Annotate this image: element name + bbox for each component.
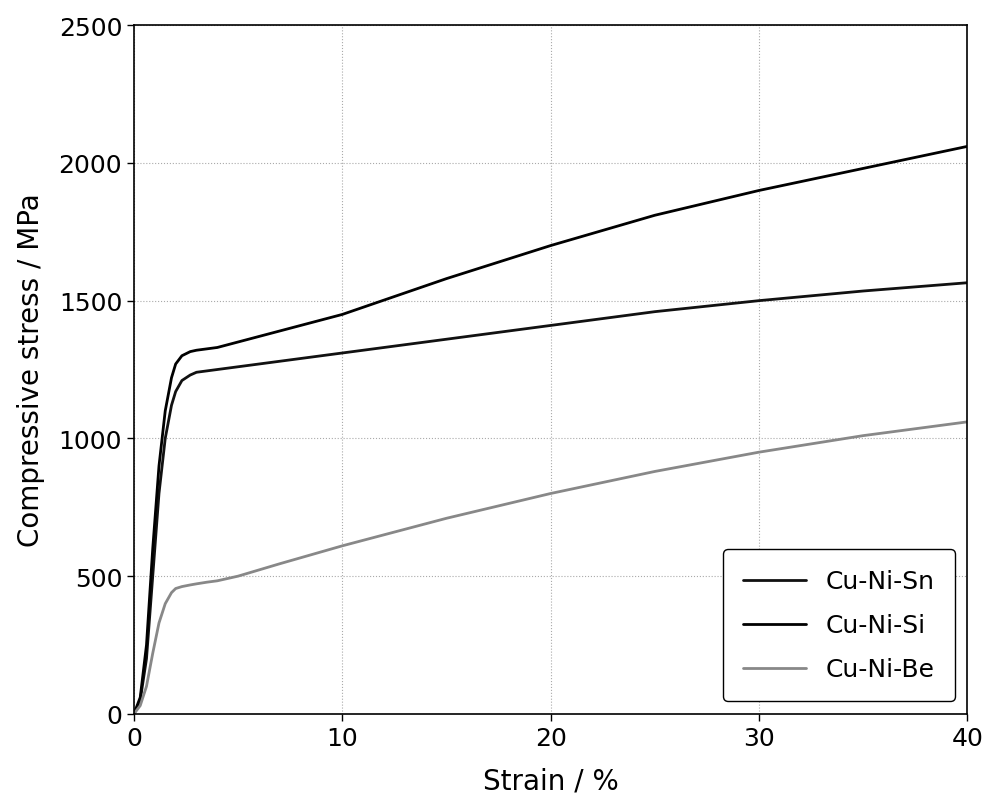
Cu-Ni-Si <box>159 406 171 416</box>
Cu-Ni-Sn <box>128 709 140 719</box>
Cu-Ni-Si <box>649 211 661 221</box>
Cu-Ni-Si <box>545 242 557 251</box>
Cu-Ni-Be <box>441 513 453 523</box>
Cu-Ni-Si <box>153 461 165 471</box>
Cu-Ni-Sn <box>441 335 453 345</box>
Cu-Ni-Si <box>134 693 146 702</box>
Cu-Ni-Be <box>232 572 244 581</box>
Cu-Ni-Be <box>165 588 177 598</box>
Cu-Ni-Sn <box>165 401 177 410</box>
Cu-Ni-Si <box>857 165 869 174</box>
Cu-Ni-Sn <box>170 387 182 397</box>
Cu-Ni-Be <box>961 418 973 427</box>
Cu-Ni-Sn <box>211 365 223 375</box>
Cu-Ni-Be <box>176 582 188 592</box>
Cu-Ni-Be <box>649 467 661 477</box>
Cu-Ni-Be <box>153 618 165 628</box>
Y-axis label: Compressive stress / MPa: Compressive stress / MPa <box>17 193 45 547</box>
Cu-Ni-Be <box>201 577 213 587</box>
Cu-Ni-Sn <box>545 321 557 331</box>
Cu-Ni-Be <box>545 489 557 499</box>
Cu-Ni-Si <box>147 544 159 554</box>
Cu-Ni-Sn <box>176 376 188 386</box>
Line: Cu-Ni-Be: Cu-Ni-Be <box>134 423 967 714</box>
Cu-Ni-Si <box>140 641 152 650</box>
Cu-Ni-Si <box>190 346 202 356</box>
Cu-Ni-Be <box>753 448 765 457</box>
Cu-Ni-Si <box>753 187 765 196</box>
Cu-Ni-Sn <box>753 296 765 306</box>
Cu-Ni-Si <box>176 351 188 361</box>
Cu-Ni-Sn <box>336 349 348 358</box>
Cu-Ni-Be <box>134 701 146 710</box>
Cu-Ni-Be <box>184 581 196 590</box>
Cu-Ni-Sn <box>159 434 171 444</box>
Cu-Ni-Si <box>211 343 223 353</box>
Line: Cu-Ni-Sn: Cu-Ni-Sn <box>134 283 967 714</box>
Cu-Ni-Si <box>274 327 286 337</box>
Cu-Ni-Be <box>190 579 202 589</box>
Cu-Ni-Si <box>170 360 182 370</box>
Cu-Ni-Be <box>336 541 348 551</box>
Cu-Ni-Sn <box>961 278 973 288</box>
Cu-Ni-Sn <box>274 357 286 367</box>
Cu-Ni-Si <box>128 709 140 719</box>
Cu-Ni-Be <box>128 709 140 719</box>
Cu-Ni-Be <box>274 559 286 569</box>
Cu-Ni-Si <box>184 347 196 357</box>
Cu-Ni-Be <box>857 431 869 441</box>
Cu-Ni-Sn <box>184 371 196 380</box>
Cu-Ni-Si <box>232 337 244 347</box>
Cu-Ni-Be <box>170 584 182 594</box>
Cu-Ni-Sn <box>140 654 152 664</box>
Cu-Ni-Be <box>147 649 159 659</box>
X-axis label: Strain / %: Strain / % <box>483 766 619 794</box>
Cu-Ni-Si <box>165 373 177 383</box>
Cu-Ni-Sn <box>190 368 202 378</box>
Cu-Ni-Si <box>336 310 348 320</box>
Cu-Ni-Be <box>140 681 152 691</box>
Cu-Ni-Be <box>211 577 223 586</box>
Cu-Ni-Sn <box>153 489 165 499</box>
Cu-Ni-Sn <box>147 572 159 581</box>
Cu-Ni-Sn <box>201 367 213 376</box>
Cu-Ni-Sn <box>134 695 146 705</box>
Cu-Ni-Sn <box>649 307 661 317</box>
Cu-Ni-Be <box>159 599 171 609</box>
Cu-Ni-Si <box>961 142 973 152</box>
Cu-Ni-Sn <box>857 287 869 297</box>
Cu-Ni-Sn <box>232 363 244 372</box>
Legend: Cu-Ni-Sn, Cu-Ni-Si, Cu-Ni-Be: Cu-Ni-Sn, Cu-Ni-Si, Cu-Ni-Be <box>723 550 955 702</box>
Line: Cu-Ni-Si: Cu-Ni-Si <box>134 147 967 714</box>
Cu-Ni-Si <box>441 274 453 284</box>
Cu-Ni-Si <box>201 345 213 354</box>
